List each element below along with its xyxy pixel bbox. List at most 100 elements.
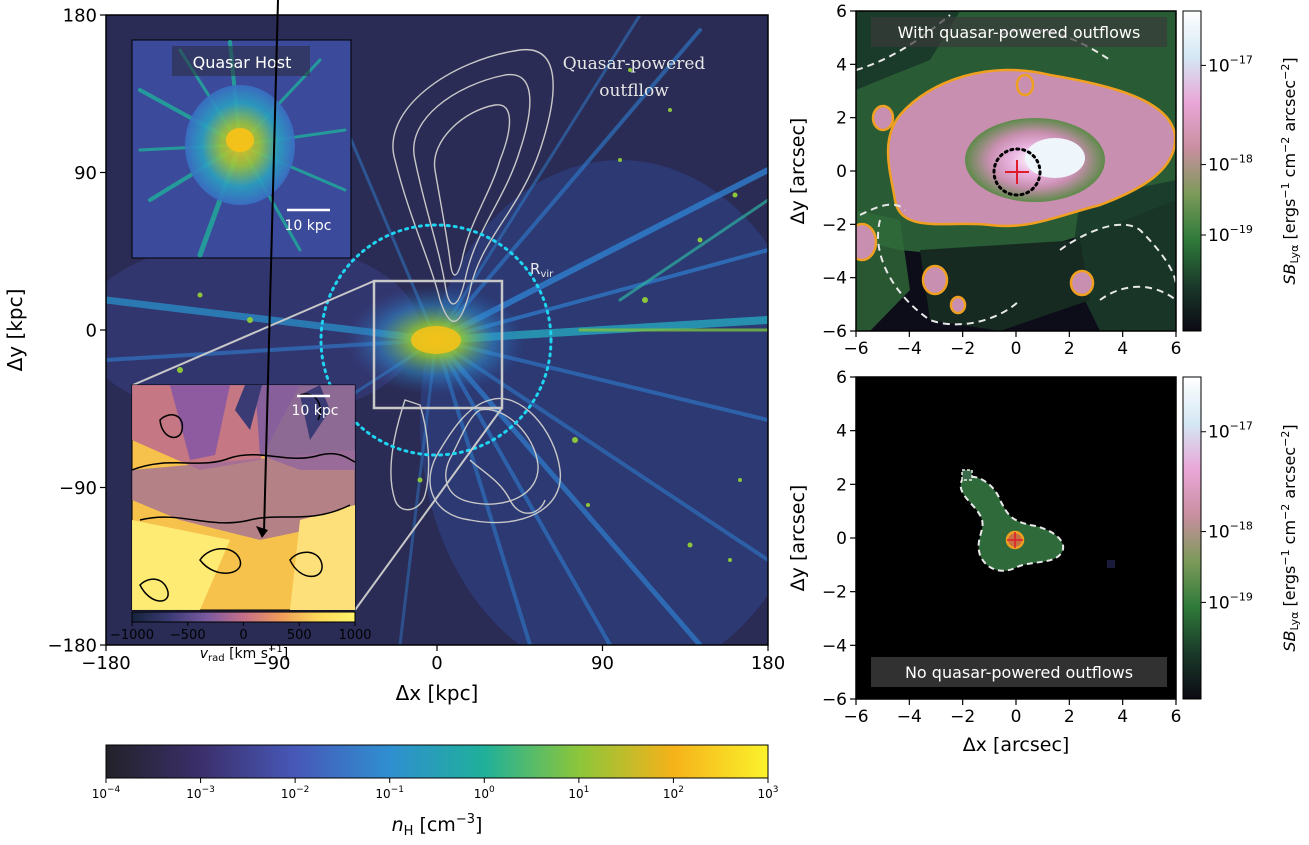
nh-tick-label: 10−3 — [186, 785, 215, 801]
rvir-label: Rvir — [530, 260, 554, 280]
vrad-tick-label: −1000 — [110, 628, 154, 643]
main-panel: Quasar-powered outfllow Rvir Quasar Host… — [3, 0, 785, 705]
tr-x-tick-label: 2 — [1064, 339, 1075, 359]
outflow-contours — [390, 49, 561, 524]
tr-x-tick-label: −2 — [950, 339, 975, 359]
br-colorbar-label: SBLyα [ergs−1 cm−2 arcsec−2] — [1279, 424, 1301, 651]
br-x-tick-label: 4 — [1117, 707, 1128, 727]
vrad-tick-label: −500 — [170, 628, 206, 643]
br-x-tick-label: −4 — [897, 707, 922, 727]
quasar-aperture-top — [992, 147, 1042, 197]
gas-density-map — [106, 15, 768, 645]
nh-tick-label: 100 — [474, 785, 495, 801]
tr-colorbar-ticks: 10−17 10−18 10−19 — [1201, 53, 1253, 246]
vrad-tick-label: 0 — [239, 628, 247, 643]
inset-host-title: Quasar Host — [193, 53, 292, 72]
main-y-tick-label: −90 — [59, 478, 97, 499]
main-y-ticks: 180 90 0 −90 −180 — [48, 5, 106, 656]
rvir-circle — [319, 223, 553, 457]
sb-tick-label: 10−17 — [1208, 53, 1253, 76]
main-x-tick-label: −180 — [81, 653, 130, 674]
tr-y-tick-label: 2 — [836, 109, 847, 129]
velocity-arrow — [256, 526, 268, 538]
br-x-tick-label: −6 — [843, 707, 868, 727]
br-colorbar-ticks: 10−17 10−18 10−19 — [1201, 420, 1253, 613]
sb-tick-label: 10−18 — [1208, 520, 1253, 543]
host-scale-label: 10 kpc — [285, 218, 332, 234]
nh-tick-label: 10−1 — [375, 785, 404, 801]
sb-map-no-outflows: No quasar-powered outflows — [871, 469, 1167, 687]
tr-colorbar — [1182, 10, 1202, 332]
br-x-ticks: −6 −4 −2 0 2 4 6 — [843, 699, 1181, 727]
outflow-label-line2: outfllow — [599, 81, 669, 101]
inset-velocity: 10 kpc −1000 −500 0 500 1000 vrad [km s−1] — [110, 0, 372, 664]
br-y-label: Δy [arcsec] — [787, 485, 809, 592]
tr-y-label: Δy [arcsec] — [787, 118, 809, 225]
outflow-label-line1: Quasar-powered — [563, 54, 706, 74]
main-y-tick-label: 90 — [74, 163, 97, 184]
br-y-ticks: 6 4 2 0 −2 −4 −6 — [822, 368, 856, 710]
main-y-tick-label: 0 — [86, 320, 97, 341]
tr-x-tick-label: −4 — [897, 339, 922, 359]
tr-x-tick-label: 6 — [1171, 339, 1182, 359]
br-y-tick-label: 2 — [836, 475, 847, 495]
nh-tick-label: 102 — [663, 785, 684, 801]
br-y-tick-label: 0 — [836, 529, 847, 549]
tr-x-tick-label: −6 — [843, 339, 868, 359]
main-x-ticks: −180 −90 0 90 180 — [81, 645, 785, 674]
sb-map-with-outflows: With quasar-powered outflows — [856, 11, 1176, 331]
br-x-tick-label: 6 — [1171, 707, 1182, 727]
vrad-colorbar-label: vrad [km s−1] — [200, 644, 289, 664]
vrad-tick-label: 1000 — [338, 628, 371, 643]
sb-tick-label: 10−19 — [1208, 590, 1253, 613]
gas-clumps — [177, 68, 742, 562]
tr-y-tick-label: −2 — [822, 215, 847, 235]
tr-y-ticks: 6 4 2 0 −2 −4 −6 — [822, 2, 856, 342]
panel-label-no-outflows: No quasar-powered outflows — [905, 663, 1133, 682]
sb-tick-label: 10−18 — [1208, 153, 1253, 176]
vrad-colorbar — [131, 611, 356, 623]
main-y-tick-label: −180 — [48, 635, 97, 656]
sb-tick-label: 10−17 — [1208, 420, 1253, 443]
tr-y-tick-label: 4 — [836, 55, 847, 75]
velocity-contours — [131, 393, 356, 602]
panel-no-outflows: No quasar-powered outflows −6 −4 −2 0 2 4 6 6 4… — [787, 368, 1301, 756]
quasar-marker-top — [1005, 160, 1029, 184]
tr-colorbar-label: SBLyα [ergs−1 cm−2 arcsec−2] — [1279, 57, 1301, 284]
br-x-tick-label: 2 — [1064, 707, 1075, 727]
zoom-line-top — [132, 280, 375, 386]
zoom-box — [372, 279, 504, 410]
main-x-tick-label: −90 — [253, 653, 291, 674]
vel-scale-label: 10 kpc — [292, 403, 339, 419]
tr-y-tick-label: −6 — [822, 322, 847, 342]
vrad-colorbar-ticks: −1000 −500 0 500 1000 — [110, 622, 372, 643]
sb-tick-label: 10−19 — [1208, 223, 1253, 246]
nh-tick-label: 101 — [568, 785, 589, 801]
br-x-tick-label: −2 — [950, 707, 975, 727]
main-x-tick-label: 180 — [751, 653, 785, 674]
panel-with-outflows: With quasar-powered outflows −6 −4 −2 0 2 4 6 … — [787, 2, 1301, 359]
br-y-tick-label: 4 — [836, 422, 847, 442]
br-x-tick-label: 0 — [1011, 707, 1022, 727]
br-y-tick-label: −2 — [822, 583, 847, 603]
main-y-label: Δy [kpc] — [3, 289, 27, 372]
nh-colorbar: 10−4 10−3 10−2 10−1 100 101 102 103 nH [cm−3] — [92, 744, 779, 839]
main-x-tick-label: 90 — [591, 653, 614, 674]
br-x-label: Δx [arcsec] — [963, 734, 1070, 756]
nh-colorbar-ticks: 10−4 10−3 10−2 10−1 100 101 102 103 — [92, 778, 779, 801]
br-y-tick-label: −4 — [822, 636, 847, 656]
nh-tick-label: 10−4 — [92, 785, 121, 801]
main-x-label: Δx [kpc] — [396, 681, 479, 705]
tr-x-tick-label: 0 — [1011, 339, 1022, 359]
br-y-tick-label: 6 — [836, 368, 847, 388]
inset-quasar-host: Quasar Host 10 kpc — [131, 39, 352, 259]
tr-x-ticks: −6 −4 −2 0 2 4 6 — [843, 331, 1181, 359]
vrad-tick-label: 500 — [287, 628, 312, 643]
tr-x-tick-label: 4 — [1117, 339, 1128, 359]
tr-y-tick-label: −4 — [822, 269, 847, 289]
panel-label-with-outflows: With quasar-powered outflows — [898, 23, 1141, 42]
main-x-tick-label: 0 — [431, 653, 442, 674]
nh-tick-label: 103 — [757, 785, 778, 801]
br-y-tick-label: −6 — [822, 690, 847, 710]
